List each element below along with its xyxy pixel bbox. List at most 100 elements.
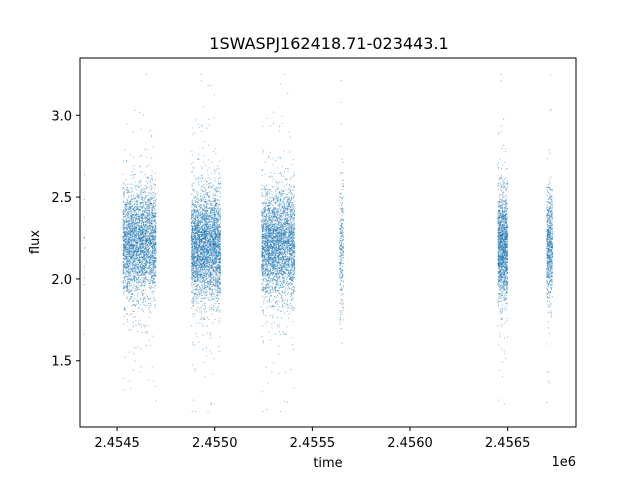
data-point [128,260,130,262]
data-point [132,214,134,216]
data-point [209,281,211,283]
data-point [125,267,127,269]
data-point [142,234,144,236]
data-point [219,248,221,250]
data-point [204,180,206,182]
data-point [123,282,125,284]
data-point [142,300,144,302]
data-point [148,266,150,268]
data-points [83,73,554,412]
data-point [146,344,148,346]
data-point [145,73,147,75]
data-point [150,281,152,283]
data-point [131,246,133,248]
data-point [220,257,222,259]
data-point [139,241,141,243]
data-point [154,281,156,283]
data-point [130,259,132,261]
data-point [152,212,154,214]
data-point [139,319,141,321]
data-point [198,234,200,236]
data-point [133,209,135,211]
data-point [125,160,127,162]
data-point [123,231,125,233]
data-point [129,237,131,239]
data-point [141,198,143,200]
data-point [132,369,134,371]
data-point [125,208,127,210]
data-point [125,243,127,245]
data-point [147,225,149,227]
data-point [152,209,154,211]
data-point [207,216,209,218]
data-point [129,299,131,301]
data-point [154,199,156,201]
data-point [143,231,145,233]
data-point [146,332,148,334]
data-point [153,271,155,273]
data-point [135,225,137,227]
data-point [191,256,193,258]
data-point [122,270,124,272]
data-point [122,226,124,228]
data-point [217,275,219,277]
data-point [140,202,142,204]
data-point [148,268,150,270]
data-point [153,263,155,265]
data-point [197,244,199,246]
data-point [150,229,152,231]
data-point [151,245,153,247]
data-point [129,229,131,231]
data-point [196,197,198,199]
data-point [130,296,132,298]
data-point [123,307,125,309]
data-point [200,178,202,180]
data-point [192,127,194,129]
data-point [146,234,148,236]
data-point [130,244,132,246]
data-point [136,265,138,267]
data-point [131,313,133,315]
data-point [132,227,134,229]
data-point [138,165,140,167]
data-point [130,274,132,276]
data-point [128,201,130,203]
data-point [145,208,147,210]
data-point [153,267,155,269]
data-point [153,202,155,204]
data-point [148,242,150,244]
data-point [210,233,212,235]
data-point [126,249,128,251]
data-point [212,211,214,213]
data-point [218,277,220,279]
data-point [145,215,147,217]
data-point [147,239,149,241]
data-point [133,275,135,277]
data-point [213,169,215,171]
data-point [122,188,124,190]
data-point [148,247,150,249]
data-point [215,239,217,241]
data-point [129,260,131,262]
data-point [129,274,131,276]
data-point [141,275,143,277]
data-point [214,204,216,206]
data-point [144,258,146,260]
data-point [131,292,133,294]
data-point [148,181,150,183]
data-point [191,261,193,263]
data-point [199,227,201,229]
data-point [217,237,219,239]
data-point [131,238,133,240]
data-point [195,204,196,206]
data-point [219,231,221,233]
data-point [215,267,217,269]
data-point [200,206,202,208]
data-point [124,236,126,238]
data-point [149,269,151,271]
data-point [137,222,139,224]
data-point [140,297,142,299]
data-point [152,216,154,218]
data-point [209,332,211,334]
data-point [144,221,146,223]
